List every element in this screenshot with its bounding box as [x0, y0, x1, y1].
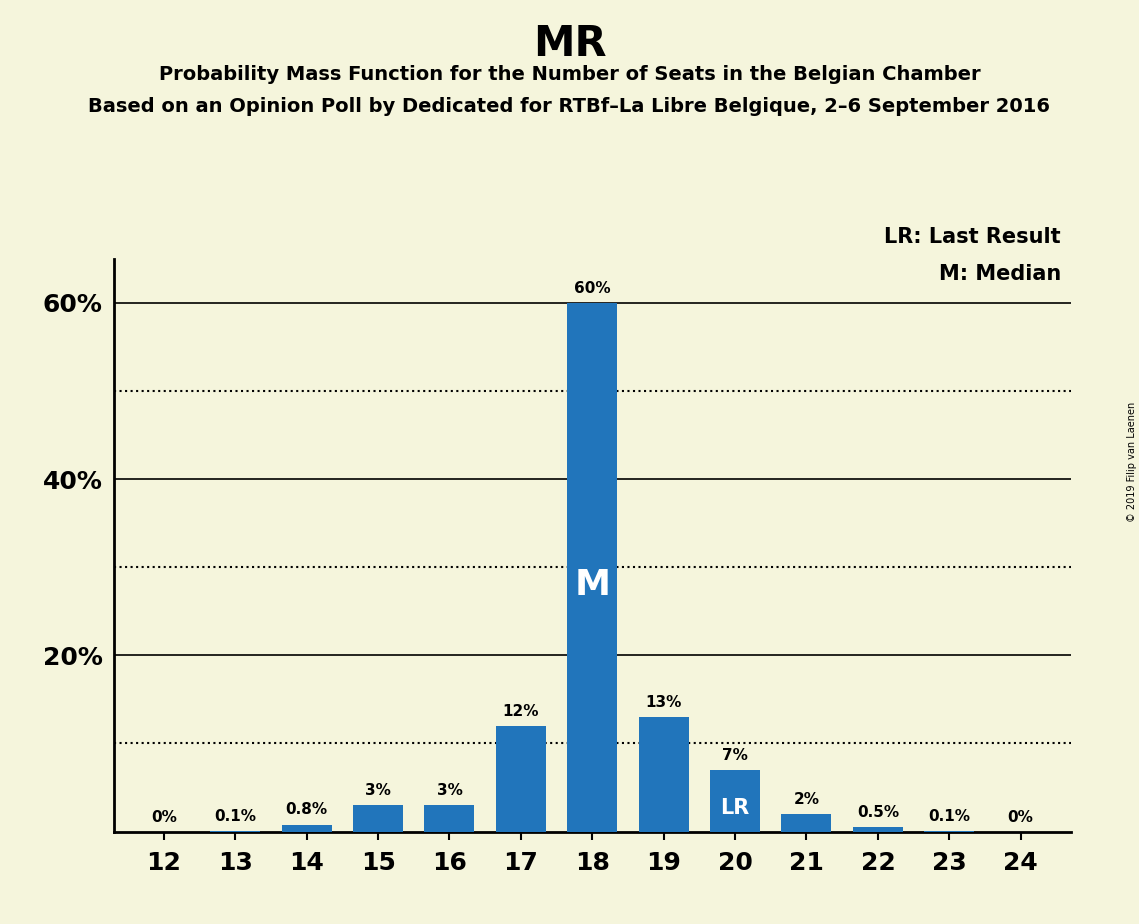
Bar — [281, 824, 331, 832]
Text: 3%: 3% — [366, 784, 391, 798]
Text: 0.5%: 0.5% — [857, 805, 899, 821]
Text: Probability Mass Function for the Number of Seats in the Belgian Chamber: Probability Mass Function for the Number… — [158, 65, 981, 84]
Text: M: Median: M: Median — [939, 264, 1062, 285]
Text: © 2019 Filip van Laenen: © 2019 Filip van Laenen — [1126, 402, 1137, 522]
Bar — [639, 717, 689, 832]
Bar — [353, 805, 403, 832]
Text: LR: LR — [721, 798, 749, 818]
Text: 0.8%: 0.8% — [286, 803, 328, 818]
Bar — [495, 726, 546, 832]
Text: MR: MR — [533, 23, 606, 65]
Bar — [567, 303, 617, 832]
Text: 3%: 3% — [436, 784, 462, 798]
Text: 12%: 12% — [502, 704, 539, 719]
Bar — [853, 827, 903, 832]
Bar — [781, 814, 831, 832]
Text: 2%: 2% — [794, 792, 819, 807]
Text: 0.1%: 0.1% — [928, 808, 970, 823]
Bar — [425, 805, 475, 832]
Text: 60%: 60% — [574, 281, 611, 296]
Text: 7%: 7% — [722, 748, 748, 763]
Text: LR: Last Result: LR: Last Result — [885, 227, 1062, 248]
Text: Based on an Opinion Poll by Dedicated for RTBf–La Libre Belgique, 2–6 September : Based on an Opinion Poll by Dedicated fo… — [89, 97, 1050, 116]
Bar — [710, 770, 760, 832]
Text: 13%: 13% — [646, 695, 682, 710]
Text: 0%: 0% — [1008, 809, 1033, 824]
Text: M: M — [574, 568, 611, 602]
Text: 0%: 0% — [151, 809, 177, 824]
Text: 0.1%: 0.1% — [214, 808, 256, 823]
